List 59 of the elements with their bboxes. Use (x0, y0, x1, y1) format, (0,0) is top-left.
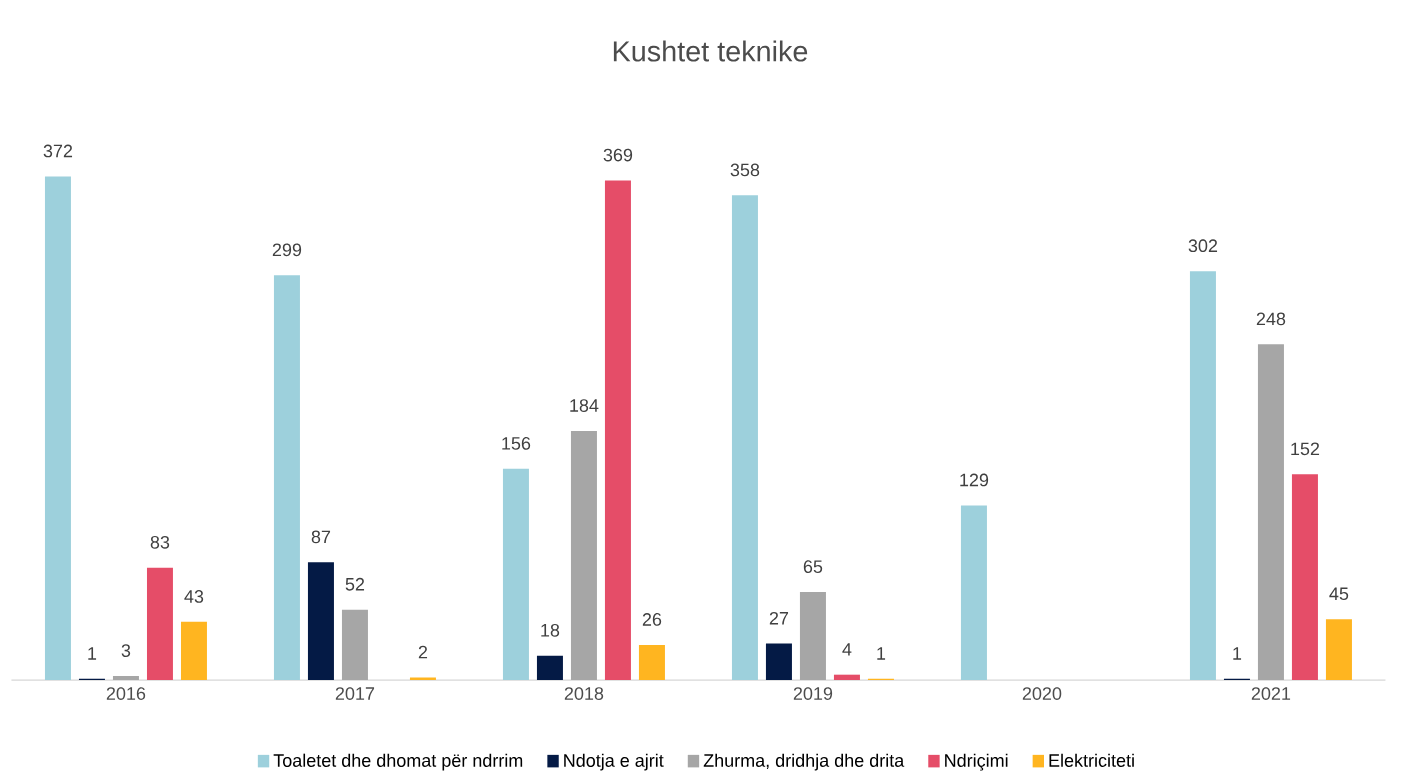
data-label: 299 (272, 243, 302, 257)
bar (146, 567, 173, 681)
data-label: 83 (150, 535, 170, 549)
bar (799, 592, 826, 681)
bar (731, 195, 758, 681)
bar (409, 677, 436, 681)
legend-label: Toaletet dhe dhomat për ndrrim (273, 753, 523, 771)
bar (1325, 619, 1352, 681)
bar (638, 644, 665, 681)
bar (1291, 474, 1318, 681)
data-label: 369 (603, 148, 633, 162)
data-label: 152 (1291, 442, 1320, 456)
x-tick-label: 2021 (1251, 687, 1291, 700)
bar (604, 180, 631, 681)
data-label: 26 (642, 613, 662, 626)
bar (112, 676, 139, 681)
data-label: 43 (184, 590, 204, 603)
bar (1257, 344, 1284, 681)
data-label: 156 (502, 437, 531, 450)
x-tick-label: 2017 (335, 687, 375, 700)
bar (1189, 271, 1216, 681)
bar (570, 430, 597, 681)
bar (833, 674, 860, 681)
bar (180, 621, 207, 681)
data-label: 358 (730, 163, 760, 177)
legend-label: Ndotja e ajrit (564, 753, 664, 771)
bar (44, 176, 71, 681)
data-label: 184 (570, 399, 599, 412)
x-tick-label: 2020 (1022, 687, 1062, 700)
legend-label: Ndriçimi (945, 753, 1008, 771)
data-label: 87 (311, 530, 331, 544)
bar (765, 643, 792, 681)
data-label: 3 (121, 644, 131, 657)
bar (307, 562, 334, 681)
data-label: 1 (1233, 647, 1242, 660)
data-label: 45 (1329, 587, 1349, 601)
data-label: 52 (345, 577, 365, 591)
legend-label: Elektriciteti (1049, 753, 1134, 767)
data-label: 1 (877, 647, 886, 660)
data-label: 2 (418, 645, 428, 659)
x-tick-label: 2018 (564, 687, 604, 700)
data-label: 1 (88, 647, 97, 660)
x-tick-label: 2016 (106, 687, 146, 700)
bar (273, 275, 300, 681)
x-tick-label: 2019 (793, 687, 833, 700)
data-label: 18 (541, 623, 560, 637)
data-label: 27 (769, 611, 789, 625)
data-label: 65 (803, 560, 823, 574)
data-label: 129 (960, 473, 989, 487)
bar (960, 505, 987, 681)
bar (536, 655, 563, 681)
data-label: 4 (842, 643, 852, 656)
bar (341, 609, 368, 681)
legend-label: Zhurma, dridhja dhe drita (703, 753, 905, 771)
chart-title: Kushtet teknike (613, 40, 808, 62)
data-label: 372 (43, 144, 73, 158)
data-label: 248 (1256, 312, 1286, 326)
data-label: 302 (1188, 239, 1218, 253)
bar (502, 468, 529, 681)
